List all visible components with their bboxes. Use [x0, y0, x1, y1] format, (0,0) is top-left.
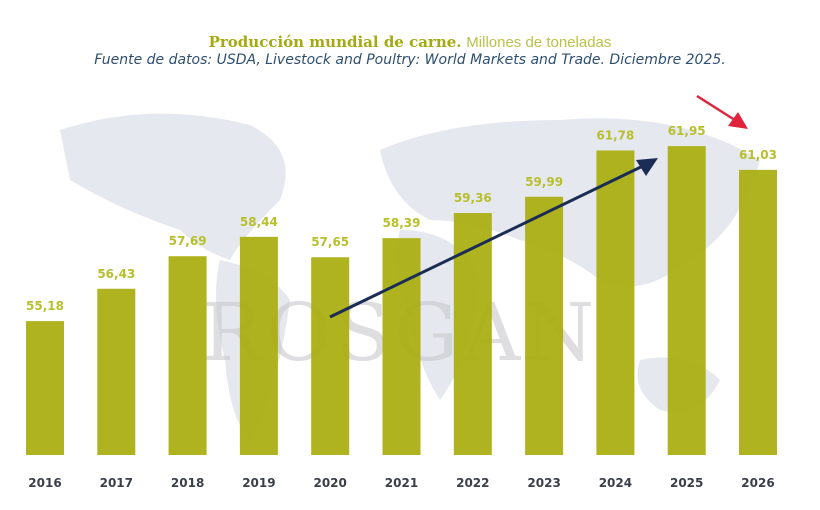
- x-tick-label: 2016: [28, 476, 61, 490]
- data-label: 61,95: [668, 124, 706, 138]
- chart-source: Fuente de datos: USDA, Livestock and Pou…: [94, 52, 726, 68]
- data-label: 58,39: [383, 216, 421, 230]
- data-label: 57,65: [311, 235, 349, 249]
- bar-2016: [26, 321, 64, 455]
- x-tick-label: 2024: [599, 476, 632, 490]
- bar-2018: [168, 256, 207, 455]
- bar-2017: [97, 288, 136, 455]
- x-tick-label: 2021: [385, 476, 418, 490]
- data-label: 59,36: [454, 191, 492, 205]
- title-main: Producción mundial de carne.: [208, 33, 462, 51]
- data-label: 57,69: [169, 234, 207, 248]
- x-tick-label: 2025: [670, 476, 703, 490]
- x-tick-label: 2023: [527, 476, 560, 490]
- data-label: 55,18: [26, 299, 64, 313]
- data-label: 58,44: [240, 215, 278, 229]
- data-label: 61,03: [739, 148, 777, 162]
- data-label: 59,99: [525, 175, 563, 189]
- bar-2019: [239, 236, 278, 455]
- bar-2025: [667, 146, 706, 455]
- bar-2020: [311, 257, 350, 455]
- bar-2024: [596, 150, 635, 455]
- x-tick-label: 2020: [313, 476, 346, 490]
- trend-arrow: [329, 158, 658, 319]
- bar-2026: [739, 169, 777, 455]
- down-arrow: [696, 94, 748, 129]
- x-tick-label: 2019: [242, 476, 275, 490]
- x-tick-label: 2018: [171, 476, 204, 490]
- data-label: 56,43: [97, 267, 135, 281]
- x-tick-label: 2026: [741, 476, 774, 490]
- bar-2021: [382, 238, 421, 455]
- data-label: 61,78: [596, 128, 634, 142]
- x-tick-label: 2022: [456, 476, 489, 490]
- title-unit: Millones de toneladas: [466, 34, 612, 51]
- chart-title: Producción mundial de carne. Millones de…: [0, 33, 820, 51]
- bar-2023: [525, 196, 564, 456]
- x-tick-label: 2017: [100, 476, 133, 490]
